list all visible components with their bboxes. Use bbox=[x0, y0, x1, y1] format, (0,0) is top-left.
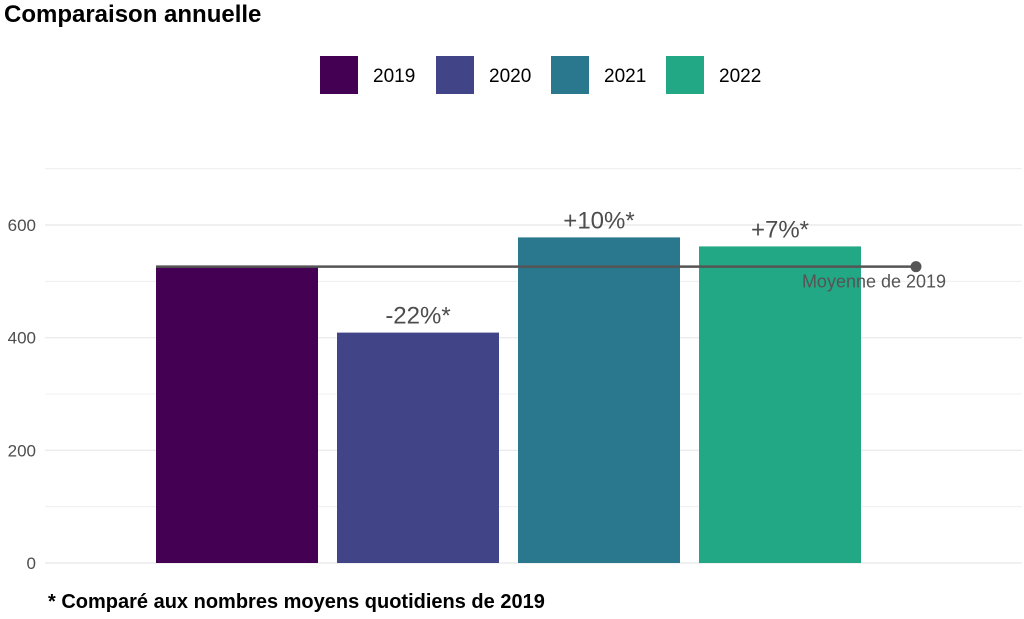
y-axis: 0 200 400 600 bbox=[8, 216, 36, 573]
bar-2022 bbox=[699, 246, 861, 563]
legend-label-2021: 2021 bbox=[604, 66, 646, 87]
bar-label-2020: -22%* bbox=[385, 303, 450, 330]
bar-label-2021: +10%* bbox=[563, 207, 634, 234]
reference-line-marker bbox=[910, 261, 922, 273]
y-tick-label: 0 bbox=[27, 554, 36, 573]
y-tick-label: 600 bbox=[8, 216, 36, 235]
legend: 2019 2020 2021 2022 bbox=[320, 56, 761, 94]
bars bbox=[156, 237, 861, 564]
legend-swatch-2019 bbox=[320, 56, 358, 94]
legend-swatch-2022 bbox=[666, 56, 704, 94]
y-tick-label: 400 bbox=[8, 329, 36, 348]
bar-label-2022: +7%* bbox=[751, 216, 809, 243]
chart-caption: * Comparé aux nombres moyens quotidiens … bbox=[48, 591, 545, 613]
legend-label-2019: 2019 bbox=[373, 66, 415, 87]
bar-labels: -22%* +10%* +7%* bbox=[385, 207, 809, 329]
legend-label-2022: 2022 bbox=[719, 66, 761, 87]
y-tick-label: 200 bbox=[8, 441, 36, 460]
legend-swatch-2021 bbox=[551, 56, 589, 94]
reference-line-group: Moyenne de 2019 bbox=[156, 261, 946, 292]
chart-title: Comparaison annuelle bbox=[4, 1, 261, 28]
legend-swatch-2020 bbox=[436, 56, 474, 94]
bar-2021 bbox=[518, 237, 680, 564]
legend-label-2020: 2020 bbox=[489, 66, 531, 87]
reference-line-label: Moyenne de 2019 bbox=[802, 272, 946, 292]
bar-2019 bbox=[156, 266, 318, 563]
bar-2020 bbox=[337, 332, 499, 563]
